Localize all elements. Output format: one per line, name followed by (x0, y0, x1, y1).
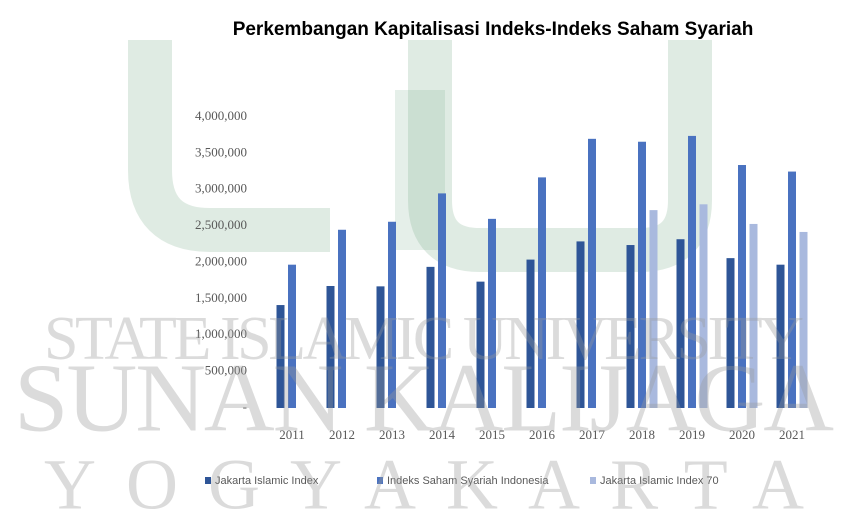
y-tick-label: 4,000,000 (195, 108, 247, 123)
x-tick-label: 2011 (279, 427, 305, 442)
bar (699, 204, 708, 408)
bar (388, 221, 396, 408)
bar (738, 165, 746, 408)
bar (688, 135, 696, 409)
x-tick-label: 2020 (729, 427, 755, 442)
watermark-logo (128, 40, 712, 272)
bar (649, 210, 658, 408)
legend-swatch (590, 477, 596, 484)
bar (338, 229, 346, 408)
bar (776, 264, 785, 408)
legend-swatch (205, 477, 211, 484)
x-tick-label: 2019 (679, 427, 705, 442)
y-tick-label: 2,500,000 (195, 217, 247, 232)
watermark-text: STATE ISLAMIC UNIVERSITY (44, 305, 804, 373)
bar (326, 285, 335, 408)
bar (799, 231, 808, 408)
x-tick-label: 2013 (379, 427, 405, 442)
bar (476, 281, 485, 408)
y-tick-label: 2,000,000 (195, 253, 247, 268)
bar (626, 245, 635, 408)
bar (638, 141, 646, 409)
y-tick-label: - (243, 399, 247, 414)
x-tick-label: 2012 (329, 427, 355, 442)
x-tick-label: 2015 (479, 427, 505, 442)
watermark-text: SUNAN KALIJAGA (14, 344, 834, 452)
bar (726, 258, 735, 408)
legend-label: Indeks Saham Syariah Indonesia (387, 475, 549, 487)
y-tick-label: 1,500,000 (195, 290, 247, 305)
y-tick-label: 3,000,000 (195, 181, 247, 196)
x-tick-label: 2021 (779, 427, 805, 442)
bar (426, 266, 435, 408)
bar (526, 259, 535, 408)
bar (676, 239, 685, 408)
bar (576, 241, 585, 408)
legend-label: Jakarta Islamic Index 70 (600, 475, 719, 487)
x-tick-label: 2017 (579, 427, 606, 442)
bar (276, 305, 285, 408)
x-tick-label: 2016 (529, 427, 556, 442)
x-tick-label: 2018 (629, 427, 655, 442)
legend-swatch (377, 477, 383, 484)
y-tick-label: 500,000 (205, 363, 247, 378)
chart-title: Perkembangan Kapitalisasi Indeks-Indeks … (233, 19, 754, 40)
bar (749, 223, 758, 408)
y-tick-label: 1,000,000 (195, 326, 247, 341)
y-tick-label: 3,500,000 (195, 144, 247, 159)
bar (588, 138, 596, 408)
legend-label: Jakarta Islamic Index (215, 475, 319, 487)
bar (376, 286, 385, 408)
bar (438, 193, 446, 408)
bar (538, 177, 546, 408)
bar (488, 218, 496, 408)
bar (788, 171, 796, 408)
x-tick-label: 2014 (429, 427, 456, 442)
bar (288, 264, 296, 408)
